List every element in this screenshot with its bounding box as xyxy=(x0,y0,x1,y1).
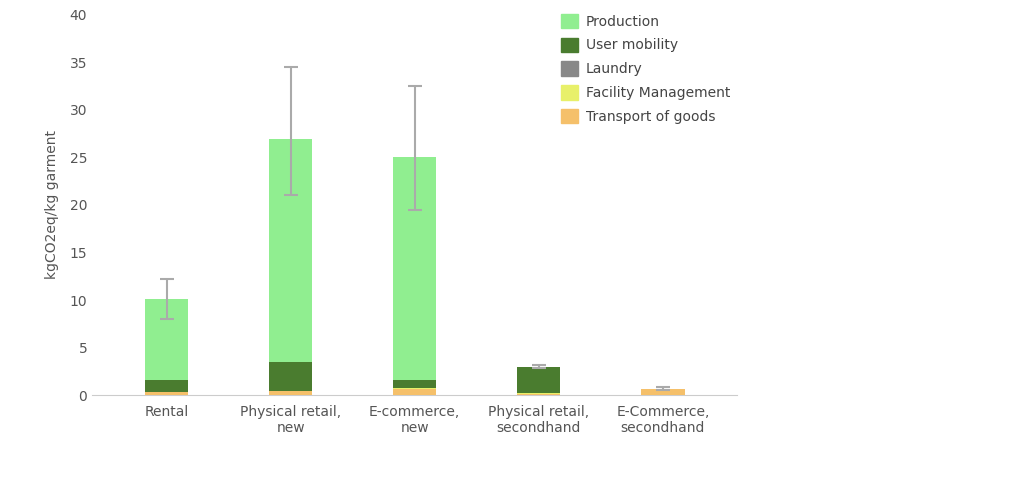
Bar xyxy=(393,388,436,395)
Legend: Production, User mobility, Laundry, Facility Management, Transport of goods: Production, User mobility, Laundry, Faci… xyxy=(561,14,730,124)
Bar xyxy=(144,392,188,395)
Bar xyxy=(517,367,560,393)
Bar xyxy=(641,389,685,395)
Bar xyxy=(144,299,188,379)
Bar xyxy=(269,139,312,362)
Bar xyxy=(269,362,312,391)
Bar xyxy=(517,394,560,395)
Y-axis label: kgCO2eq/kg garment: kgCO2eq/kg garment xyxy=(45,130,58,280)
Bar xyxy=(393,157,436,380)
Bar xyxy=(144,379,188,392)
Bar xyxy=(269,391,312,395)
Bar xyxy=(393,380,436,388)
